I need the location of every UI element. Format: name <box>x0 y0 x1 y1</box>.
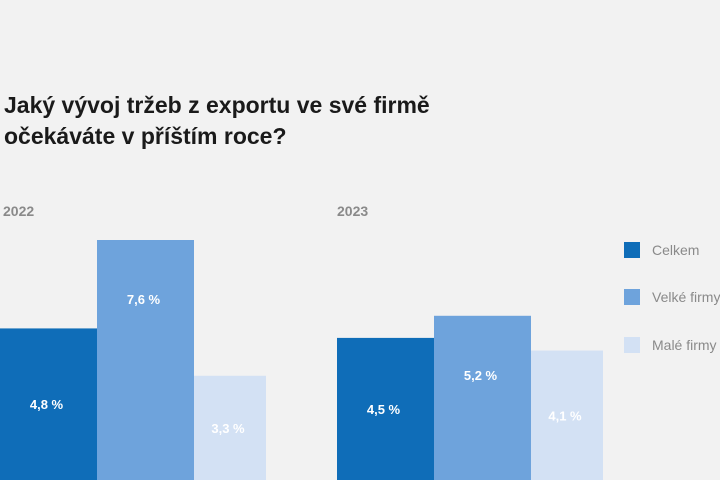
year-label-2023: 2023 <box>337 203 368 219</box>
legend-label-0: Celkem <box>652 242 699 258</box>
data-label-2022-2: 3,3 % <box>211 421 245 436</box>
legend-label-2: Malé firmy <box>652 337 717 353</box>
legend-swatch-0 <box>624 242 640 258</box>
bar-2023-1 <box>434 315 531 480</box>
chart-title: Jaký vývoj tržeb z exportu ve své firmě … <box>4 92 430 149</box>
data-label-2023-2: 4,1 % <box>548 408 582 423</box>
data-label-2023-0: 4,5 % <box>367 402 401 417</box>
bar-2022-2 <box>194 375 266 480</box>
legend: Celkem Velké firmy Malé firmy <box>624 242 720 353</box>
bar-2022-0 <box>0 328 97 480</box>
data-label-2023-1: 5,2 % <box>464 368 498 383</box>
bar-2022-1 <box>97 240 194 480</box>
data-label-2022-1: 7,6 % <box>127 292 161 307</box>
year-label-2022: 2022 <box>3 203 34 219</box>
legend-swatch-1 <box>624 289 640 305</box>
legend-swatch-2 <box>624 337 640 353</box>
bar-2023-2 <box>531 350 603 480</box>
year-labels: 2022 2023 <box>3 203 368 219</box>
data-label-2022-0: 4,8 % <box>30 397 64 412</box>
data-labels: 4,8 % 7,6 % 3,3 % 4,5 % 5,2 % 4,1 % <box>30 292 582 436</box>
legend-label-1: Velké firmy <box>652 289 720 305</box>
bar-2023-0 <box>337 337 434 480</box>
bars <box>0 240 603 480</box>
